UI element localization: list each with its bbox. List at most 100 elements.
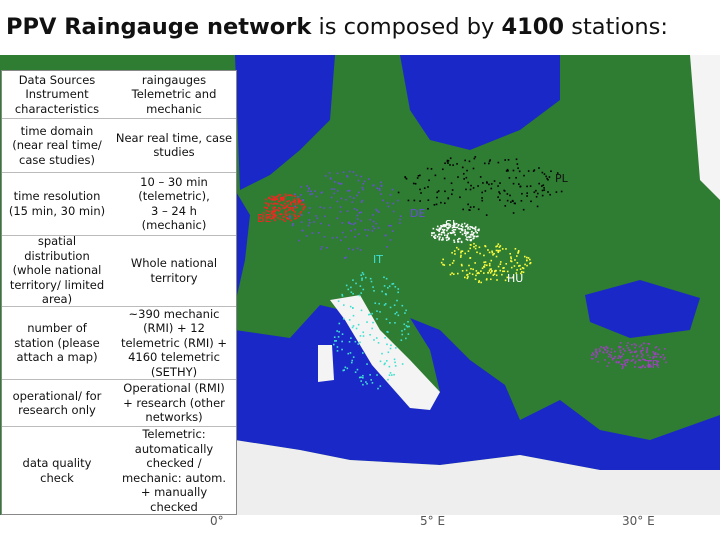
- station: [362, 273, 365, 276]
- station: [464, 230, 467, 233]
- station: [374, 302, 377, 305]
- station: [640, 349, 643, 352]
- station: [654, 353, 657, 356]
- station: [407, 333, 410, 335]
- station: [456, 226, 458, 229]
- station: [497, 185, 499, 187]
- station: [529, 258, 531, 261]
- station: [401, 304, 404, 307]
- station: [640, 355, 643, 358]
- station: [412, 182, 415, 185]
- station: [282, 204, 284, 207]
- station: [270, 217, 273, 220]
- station: [443, 224, 445, 226]
- station: [619, 351, 622, 354]
- station-network: [397, 156, 563, 216]
- station: [358, 376, 361, 379]
- station: [618, 361, 620, 363]
- station: [384, 362, 386, 365]
- station: [391, 230, 394, 232]
- station: [488, 264, 491, 267]
- station: [488, 262, 491, 265]
- station: [284, 193, 287, 196]
- station: [461, 166, 464, 169]
- station: [649, 360, 652, 362]
- station: [636, 354, 639, 357]
- station: [388, 374, 391, 376]
- station: [270, 202, 273, 205]
- station: [459, 228, 461, 230]
- station: [647, 342, 649, 345]
- station: [519, 264, 521, 267]
- station: [333, 336, 336, 339]
- station: [274, 206, 276, 209]
- station: [308, 187, 310, 190]
- station: [330, 196, 333, 199]
- station: [350, 361, 353, 364]
- station: [494, 270, 496, 273]
- station: [463, 222, 466, 225]
- station: [633, 343, 636, 345]
- station: [446, 227, 449, 230]
- station: [524, 263, 526, 266]
- station: [631, 343, 633, 346]
- station: [635, 350, 638, 352]
- station: [308, 219, 311, 221]
- station: [521, 192, 523, 195]
- station: [375, 337, 378, 339]
- station: [646, 347, 649, 349]
- station: [501, 273, 503, 276]
- station: [436, 191, 439, 194]
- station: [390, 374, 393, 376]
- station: [336, 236, 338, 239]
- station: [355, 327, 358, 330]
- station: [491, 250, 493, 253]
- station: [548, 176, 551, 178]
- station: [624, 363, 626, 366]
- station: [447, 159, 450, 162]
- station: [350, 291, 353, 294]
- station: [269, 198, 272, 200]
- station: [270, 212, 273, 215]
- station: [434, 234, 437, 237]
- station: [339, 239, 342, 242]
- station: [465, 233, 467, 235]
- station: [618, 355, 620, 357]
- station: [526, 264, 528, 267]
- station: [519, 185, 522, 188]
- station: [272, 216, 275, 219]
- station: [441, 228, 444, 231]
- station: [472, 187, 475, 189]
- station: [498, 191, 500, 193]
- station: [348, 222, 350, 224]
- station: [428, 179, 430, 182]
- station: [476, 235, 479, 238]
- station: [440, 261, 443, 264]
- station: [464, 159, 466, 162]
- station: [343, 369, 346, 371]
- station: [444, 224, 446, 226]
- station: [453, 226, 456, 228]
- station: [492, 254, 494, 256]
- station: [309, 207, 311, 209]
- station: [285, 205, 287, 207]
- station: [371, 230, 374, 232]
- station: [460, 254, 462, 257]
- station: [623, 360, 626, 363]
- station: [403, 328, 406, 331]
- station: [461, 223, 463, 226]
- station: [640, 344, 643, 346]
- station: [266, 207, 269, 209]
- station: [513, 265, 516, 267]
- station: [438, 230, 440, 233]
- station: [278, 207, 280, 209]
- station: [336, 217, 339, 220]
- station: [624, 350, 626, 352]
- station: [405, 337, 407, 340]
- station: [385, 318, 388, 320]
- station: [419, 188, 421, 191]
- station: [389, 372, 392, 374]
- station: [274, 202, 276, 205]
- station: [468, 264, 470, 267]
- station: [273, 206, 275, 209]
